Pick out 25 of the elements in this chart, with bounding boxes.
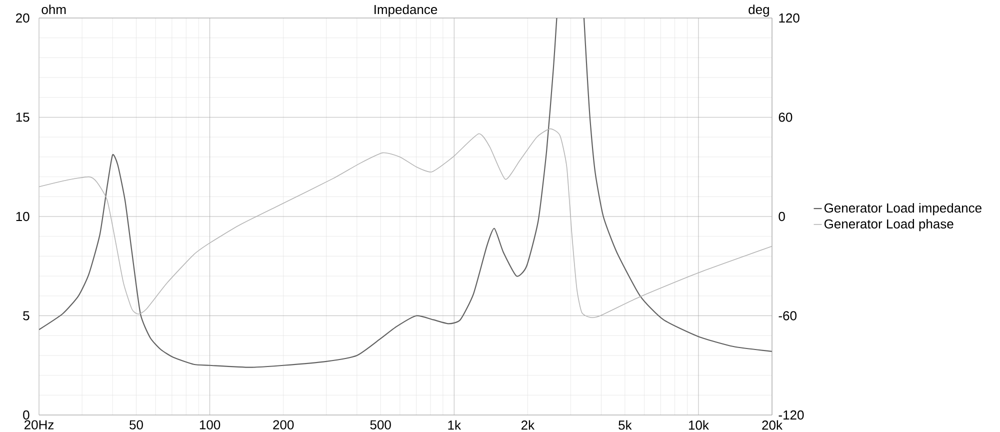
chart-title: Impedance: [374, 4, 438, 17]
x-tick-label: 10k: [688, 420, 709, 430]
legend-label: Generator Load impedance: [824, 203, 982, 216]
y2-tick-label: 0: [778, 212, 785, 222]
legend-label: Generator Load phase: [824, 218, 954, 232]
x-tick-label: 20Hz: [24, 420, 54, 430]
y-tick-label: 15: [16, 112, 30, 122]
y2-tick-label: -120: [778, 410, 804, 420]
x-tick-label: 100: [200, 420, 220, 430]
y-axis-title: ohm: [42, 4, 66, 14]
y2-axis-title: deg: [748, 4, 769, 17]
y2-tick-label: -60: [778, 311, 796, 320]
x-tick-label: 500: [370, 420, 391, 430]
x-tick-label: 50: [130, 420, 143, 430]
x-tick-label: 1k: [448, 420, 462, 430]
y2-tick-label: 60: [778, 112, 792, 122]
y-tick-label: 5: [23, 311, 30, 320]
y2-tick-label: 120: [779, 13, 800, 23]
x-tick-label: 5k: [618, 420, 632, 430]
x-tick-label: 20k: [762, 420, 783, 430]
x-tick-label: 2k: [521, 420, 535, 430]
y-tick-label: 0: [23, 410, 30, 420]
y-tick-label: 20: [16, 13, 30, 23]
x-tick-label: 200: [273, 420, 294, 430]
y-tick-label: 10: [16, 212, 30, 222]
